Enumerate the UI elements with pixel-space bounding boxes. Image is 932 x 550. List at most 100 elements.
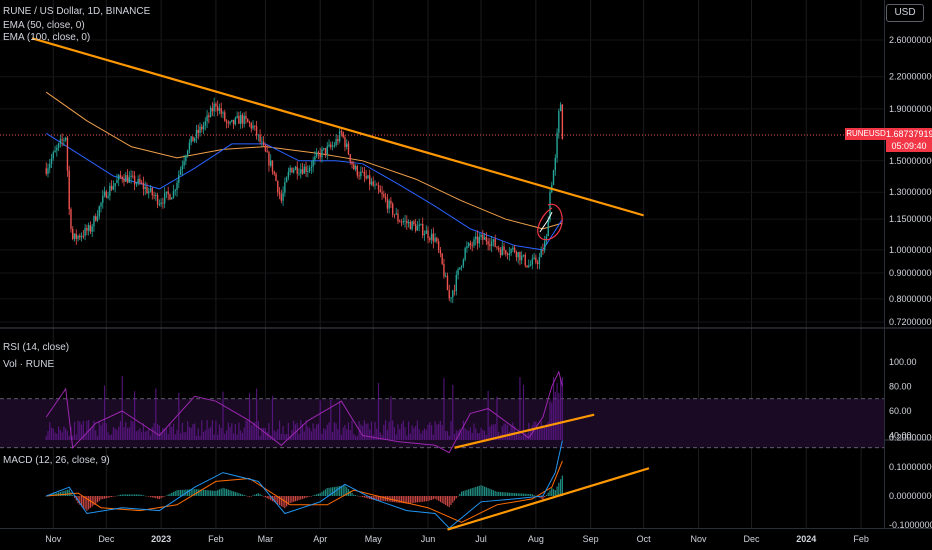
candle-body	[466, 246, 468, 249]
volume-bar	[369, 429, 371, 440]
macd-histogram-bar	[183, 489, 185, 496]
candle-body	[319, 153, 321, 158]
volume-bar	[63, 426, 65, 440]
candle-body	[404, 220, 406, 222]
volume-bar	[146, 430, 148, 440]
volume-bar	[386, 430, 388, 440]
macd-histogram-bar	[282, 496, 284, 508]
candle-body	[117, 175, 120, 180]
volume-bar	[448, 435, 450, 440]
macd-histogram-bar	[252, 495, 254, 496]
candle-body	[356, 166, 359, 176]
macd-histogram-bar	[211, 490, 213, 496]
macd-histogram-bar	[146, 496, 148, 497]
volume-bar	[187, 421, 189, 440]
macd-histogram-bar	[232, 491, 235, 496]
volume-bar	[466, 429, 468, 440]
time-tick-label: Dec	[98, 534, 115, 544]
macd-histogram-bar	[549, 490, 551, 496]
volume-bar	[266, 431, 268, 440]
time-tick-label: Mar	[258, 534, 274, 544]
candle-body	[109, 185, 111, 196]
candle-body	[132, 175, 134, 177]
candle-body	[370, 181, 373, 185]
candle-body	[423, 233, 426, 236]
macd-histogram-bar	[438, 496, 440, 501]
volume-bar	[179, 433, 182, 440]
volume-bar	[494, 424, 496, 440]
volume-bar	[324, 429, 327, 440]
macd-histogram-bar	[551, 488, 553, 496]
volume-bar	[257, 421, 259, 440]
macd-histogram-bar	[125, 494, 127, 496]
currency-button[interactable]: USD	[886, 4, 924, 22]
volume-bar	[337, 428, 339, 440]
candle-body	[432, 233, 435, 242]
volume-bar	[284, 434, 286, 440]
volume-bar	[441, 424, 443, 440]
macd-histogram-bar	[112, 496, 114, 497]
macd-histogram-bar	[79, 496, 81, 505]
candle-body	[82, 235, 85, 237]
price-pane[interactable]	[0, 37, 884, 304]
price-axis[interactable]: 2.60000000 2.20000000 1.90000000 1.50000000…	[889, 35, 932, 530]
volume-bar	[118, 426, 120, 440]
volume-bar	[190, 427, 192, 440]
volume-bar	[411, 425, 413, 440]
volume-bar	[558, 392, 560, 440]
candle-body	[218, 108, 221, 111]
macd-histogram-bar	[84, 496, 86, 510]
volume-bar	[535, 421, 537, 440]
candle-body	[411, 221, 413, 230]
volume-bar	[561, 376, 563, 440]
candle-body	[453, 290, 456, 292]
candle-body	[437, 241, 440, 250]
macd-histogram-bar	[229, 490, 231, 496]
volume-bar	[390, 396, 392, 440]
macd-histogram-bar	[533, 495, 535, 496]
candle-body	[338, 131, 341, 142]
candle-body	[268, 152, 270, 166]
volume-bar	[255, 388, 258, 440]
macd-histogram-bar	[498, 491, 500, 496]
macd-histogram-bar	[432, 496, 434, 500]
volume-bar	[105, 423, 107, 440]
candle-body	[406, 220, 408, 224]
candle-body	[278, 192, 281, 195]
candle-body	[270, 160, 272, 166]
candle-body	[262, 141, 265, 146]
candle-body	[144, 186, 146, 189]
macd-histogram-bar	[222, 487, 224, 496]
macd-histogram-bar	[464, 490, 466, 496]
candle-body	[388, 200, 390, 209]
time-tick-label: 2024	[796, 534, 816, 544]
volume-bar	[125, 422, 127, 440]
macd-histogram-bar	[89, 496, 92, 508]
candle-body	[87, 225, 90, 231]
volume-bar	[112, 427, 114, 440]
macd-histogram-bar	[356, 495, 358, 497]
volume-bars	[45, 375, 563, 440]
candle-body	[326, 146, 328, 154]
macd-histogram-bar	[323, 490, 325, 496]
candle-body	[321, 149, 323, 158]
volume-bar	[468, 430, 470, 440]
candle-body	[381, 192, 383, 195]
volume-bar	[469, 427, 472, 440]
candle-body	[95, 216, 97, 221]
candle-body	[156, 194, 159, 205]
macd-histogram-bar	[118, 495, 120, 496]
macd-histogram-bar	[515, 493, 518, 496]
macd-pane[interactable]	[45, 440, 650, 531]
candle-body	[368, 175, 371, 185]
macd-histogram-bar	[165, 495, 168, 496]
macd-histogram-bar	[310, 496, 312, 497]
macd-histogram-bar	[461, 491, 463, 496]
rsi-pane[interactable]	[0, 370, 884, 454]
macd-histogram-bar	[116, 495, 118, 497]
candle-body	[556, 132, 558, 158]
volume-bar	[121, 375, 123, 440]
time-axis[interactable]: Nov Dec 2023 Feb Mar Apr May Jun Jul Aug Sep Oct Nov…	[45, 534, 869, 544]
macd-histogram-bar	[289, 496, 291, 504]
